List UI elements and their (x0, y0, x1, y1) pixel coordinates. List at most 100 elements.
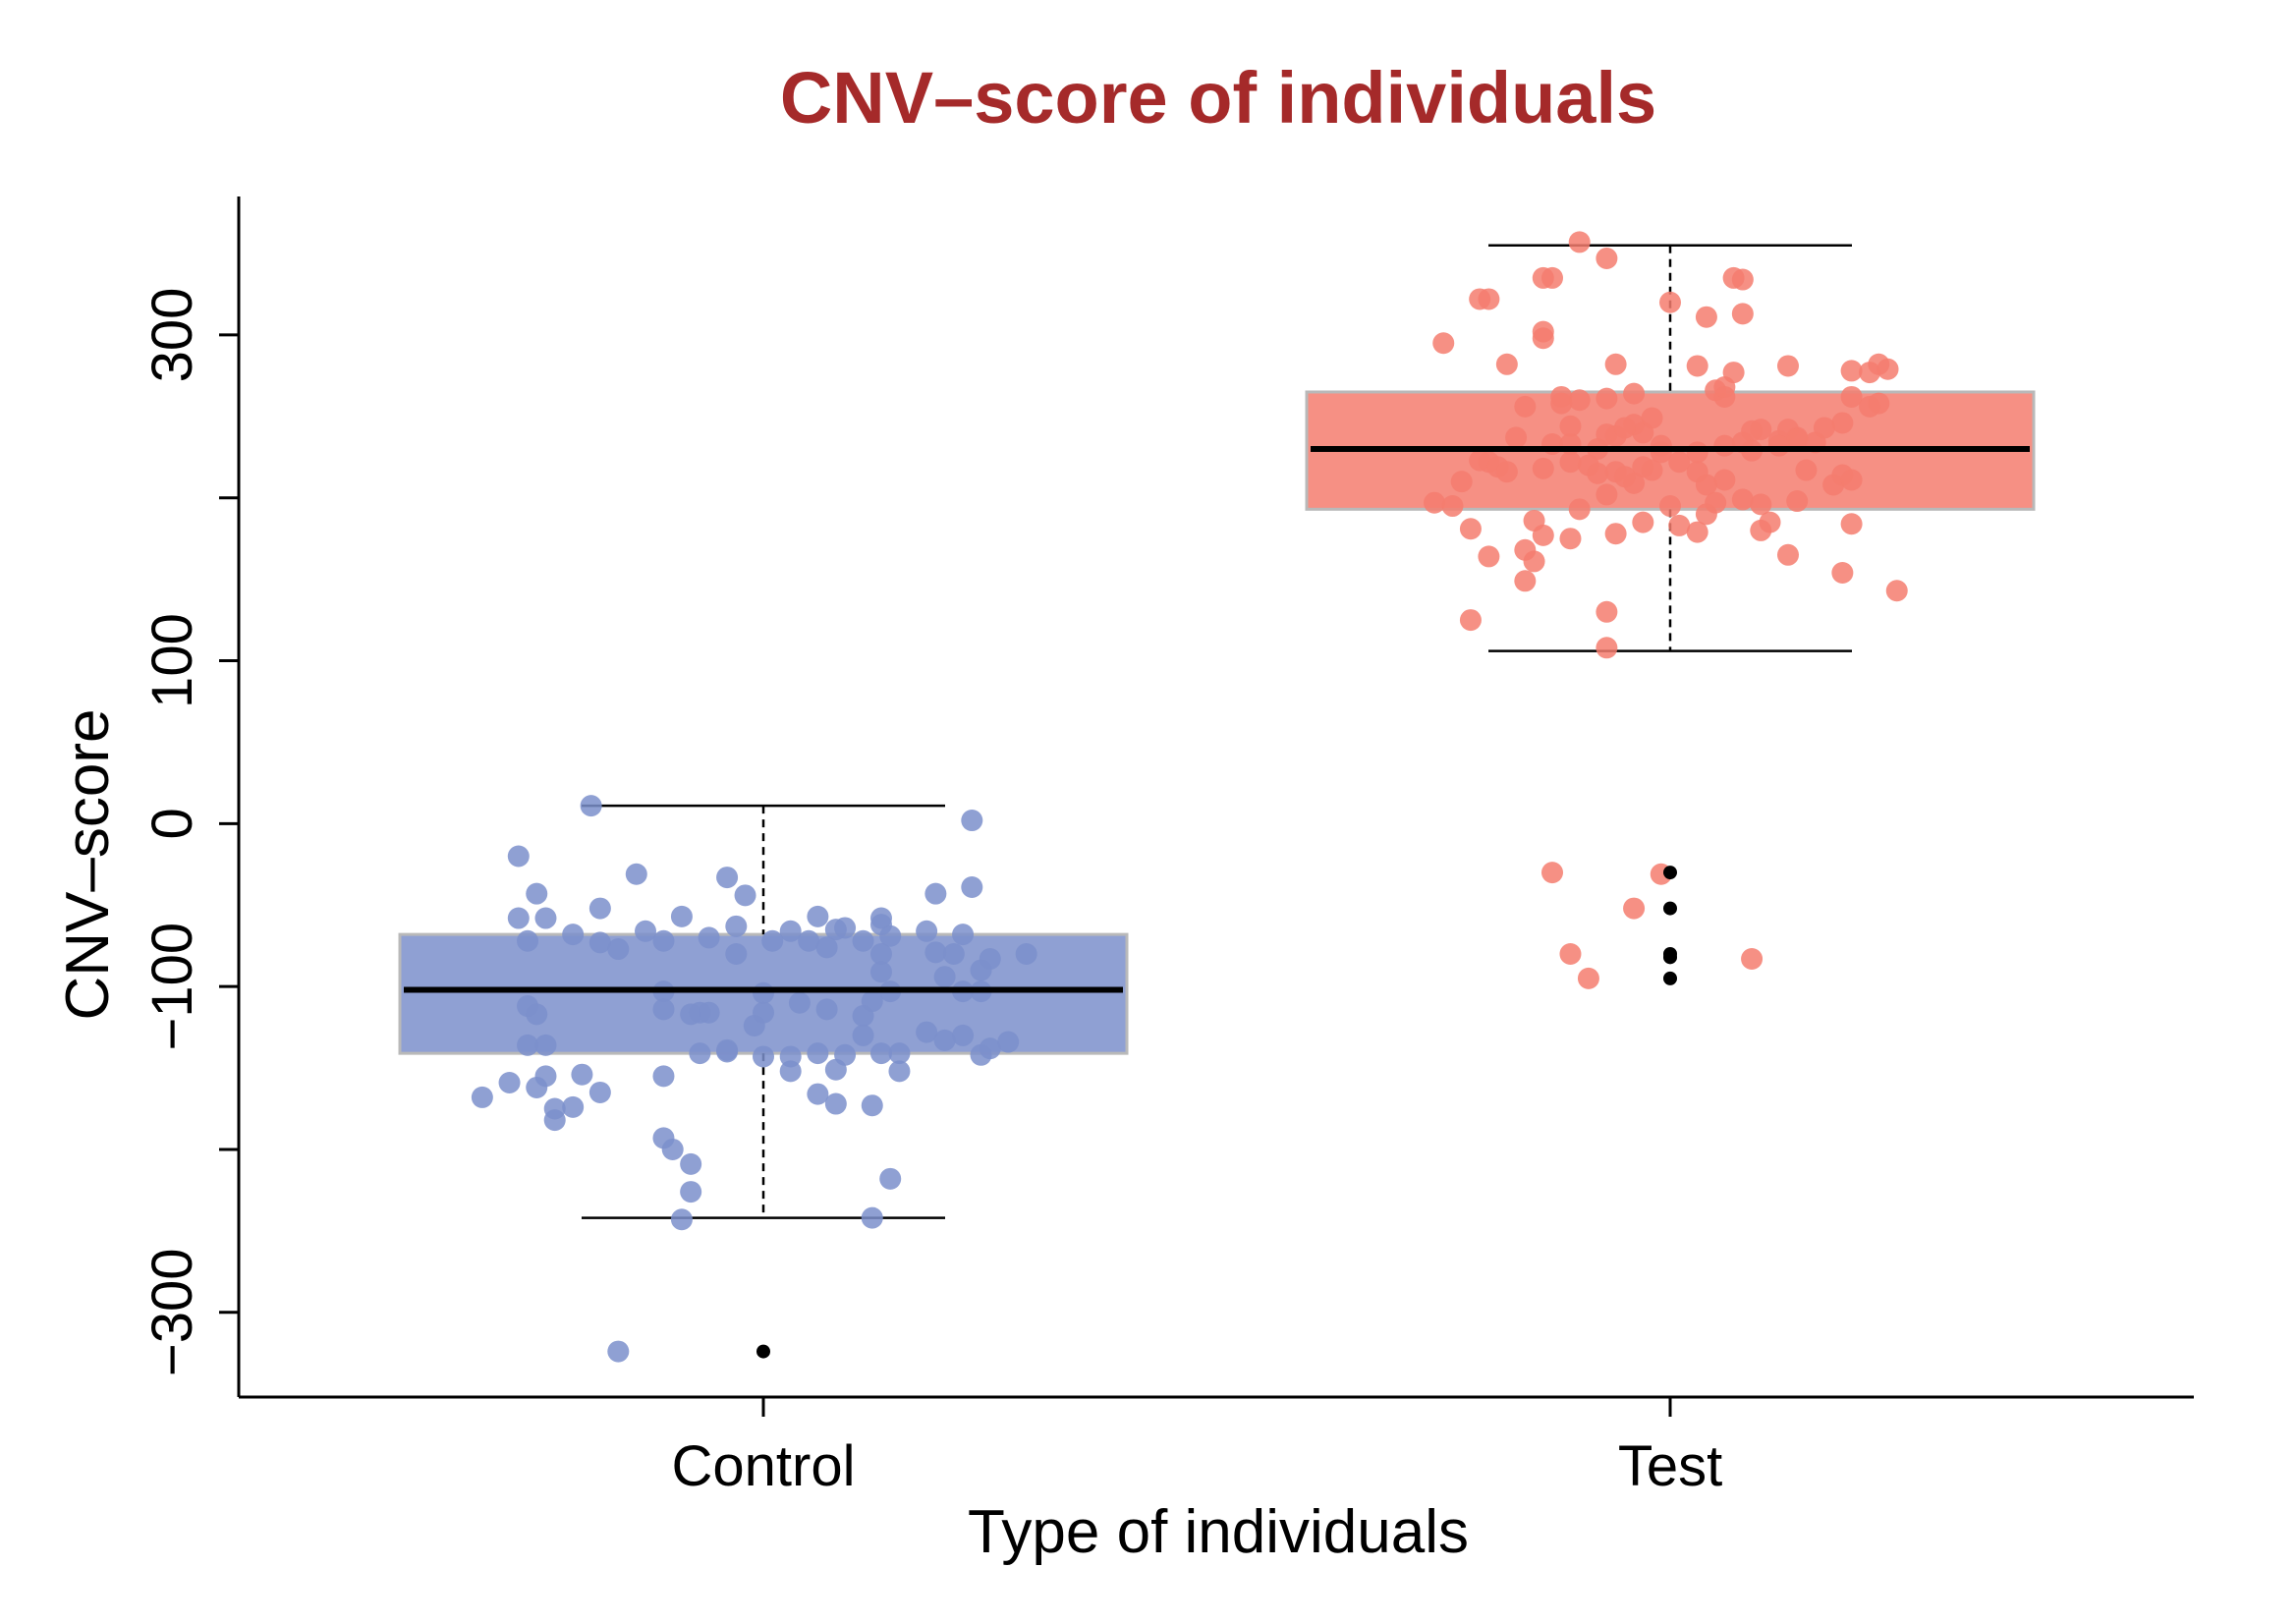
data-point-control (824, 1092, 847, 1115)
data-point-control (534, 907, 557, 929)
data-point-test (1514, 395, 1537, 418)
data-point-control (779, 1060, 802, 1083)
data-point-test (1695, 474, 1717, 496)
data-point-test (1469, 288, 1491, 310)
data-point-test (1596, 600, 1618, 623)
data-point-test (1776, 543, 1799, 566)
data-point-test (1559, 943, 1582, 966)
data-point-test (1514, 538, 1537, 561)
data-point-control (698, 926, 720, 949)
data-point-test (1577, 967, 1599, 989)
data-point-test (1668, 514, 1691, 536)
data-point-test (1613, 417, 1636, 439)
data-point-test (1495, 353, 1518, 375)
data-point-test (1731, 303, 1754, 325)
data-point-control (807, 1042, 829, 1065)
data-point-control (661, 1138, 684, 1160)
data-point-test (1596, 637, 1618, 659)
data-point-test (1604, 523, 1627, 545)
data-point-test (1776, 355, 1799, 377)
data-point-test (1741, 947, 1764, 970)
data-point-test (1840, 360, 1863, 382)
data-point-control (498, 1071, 521, 1093)
data-point-test (1686, 521, 1708, 543)
data-point-control (869, 943, 892, 966)
data-point-test (1686, 441, 1708, 464)
data-point-control (916, 1021, 938, 1043)
data-point-control (753, 1001, 774, 1024)
data-point-control (534, 1034, 557, 1056)
data-point-test (1713, 375, 1736, 398)
data-point-test (1731, 488, 1754, 511)
data-point-control (834, 917, 857, 939)
data-point-control (824, 1058, 847, 1081)
data-point-control (888, 1060, 911, 1083)
data-point-control (562, 1095, 585, 1118)
data-point-control (588, 897, 611, 920)
data-point-test (1813, 417, 1835, 439)
data-point-test (1559, 451, 1582, 474)
data-point-control (970, 1043, 992, 1066)
data-point-control (471, 1086, 493, 1108)
data-point-test (1550, 392, 1573, 415)
data-point-test (1568, 389, 1591, 412)
data-point-control (852, 929, 874, 952)
data-point-test (1840, 469, 1863, 491)
data-point-control (670, 905, 693, 927)
data-point-test (1541, 266, 1564, 289)
data-point-test (1713, 434, 1736, 457)
data-point-control (924, 941, 947, 964)
data-point-test (1868, 392, 1890, 415)
y-tick-label: −300 (140, 1248, 204, 1376)
data-point-test (1541, 862, 1564, 884)
data-point-control (807, 1083, 829, 1105)
data-point-control (798, 929, 820, 952)
data-point-control (888, 1042, 911, 1065)
data-point-control (734, 884, 756, 907)
data-point-test (1632, 511, 1654, 533)
outlier-point-test (1663, 866, 1677, 880)
data-point-test (1450, 471, 1473, 493)
data-point-test (1759, 511, 1781, 533)
data-point-control (961, 876, 983, 899)
data-point-control (815, 936, 838, 959)
y-tick-label: 100 (140, 613, 204, 708)
data-point-control (761, 929, 784, 952)
data-point-test (1596, 483, 1618, 506)
data-point-test (1840, 385, 1863, 408)
data-point-control (680, 1152, 702, 1175)
data-point-control (652, 929, 675, 952)
data-point-test (1568, 498, 1591, 521)
data-point-test (1587, 462, 1609, 484)
data-point-control (916, 920, 938, 942)
data-point-control (562, 924, 585, 946)
data-point-control (933, 1029, 956, 1051)
data-point-control (879, 1167, 902, 1190)
outlier-point-test (1663, 971, 1677, 985)
data-point-control (716, 1040, 739, 1063)
data-point-control (753, 981, 774, 1004)
data-point-control (815, 998, 838, 1021)
data-point-control (924, 882, 947, 905)
data-point-control (852, 1005, 874, 1028)
data-point-control (652, 1065, 675, 1088)
data-point-control (997, 1031, 1020, 1053)
outlier-point-test (1663, 950, 1677, 965)
data-point-control (716, 867, 739, 889)
data-point-control (517, 1034, 539, 1056)
data-point-test (1731, 268, 1754, 291)
data-point-test (1596, 387, 1618, 410)
data-point-test (1695, 306, 1717, 328)
data-point-test (1641, 407, 1663, 429)
chart-title: CNV–score of individuals (780, 57, 1656, 139)
data-point-test (1478, 545, 1500, 568)
data-point-control (607, 1340, 630, 1363)
data-point-test (1495, 461, 1518, 483)
data-point-test (1750, 419, 1772, 441)
plot-area: −300 −100 0 100 300 Control Test (140, 196, 2194, 1498)
data-point-control (942, 943, 965, 966)
data-point-test (1786, 428, 1809, 451)
data-point-control (517, 929, 539, 952)
data-point-control (507, 907, 530, 929)
